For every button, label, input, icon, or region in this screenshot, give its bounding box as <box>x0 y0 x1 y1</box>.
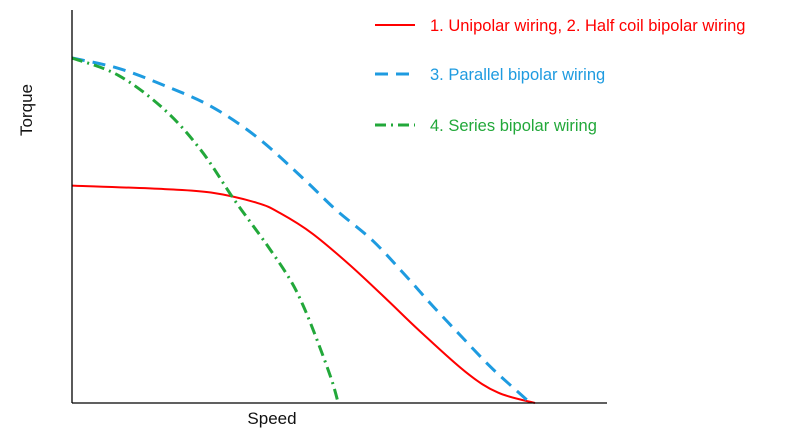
x-axis-label: Speed <box>247 409 296 428</box>
plot-lines <box>71 56 536 405</box>
series-line-1 <box>71 184 536 404</box>
legend-label-3: 4. Series bipolar wiring <box>430 117 597 135</box>
series-line-2 <box>71 56 532 405</box>
legend-label-1: 1. Unipolar wiring, 2. Half coil bipolar… <box>430 17 745 35</box>
series-line-3 <box>71 56 340 404</box>
y-axis-label: Torque <box>17 84 36 136</box>
legend-label-2: 3. Parallel bipolar wiring <box>430 66 605 84</box>
legend: 1. Unipolar wiring, 2. Half coil bipolar… <box>375 17 745 135</box>
axes <box>71 10 607 404</box>
